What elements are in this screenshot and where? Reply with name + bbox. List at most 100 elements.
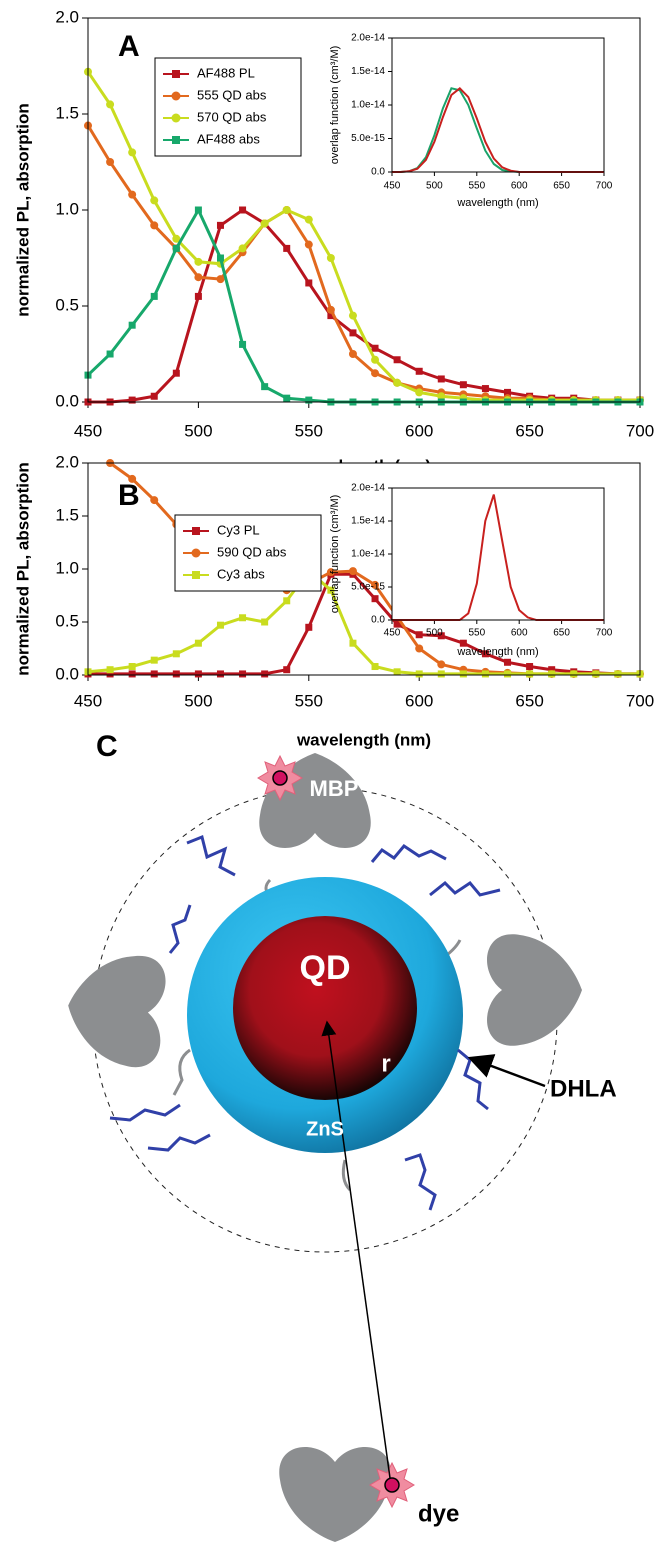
y-tick-label: 0.0 xyxy=(371,167,385,178)
qd-core xyxy=(233,916,417,1100)
legend-marker xyxy=(171,91,181,101)
point xyxy=(393,620,401,628)
point xyxy=(305,396,313,404)
point xyxy=(128,474,137,483)
point xyxy=(194,273,203,282)
mbp-label: MBP xyxy=(310,776,359,801)
point xyxy=(216,254,224,262)
y-axis-title: overlap function (cm³/M) xyxy=(329,46,341,165)
x-axis-title: wavelength (nm) xyxy=(456,197,538,209)
legend-label: 555 QD abs xyxy=(197,87,267,102)
point xyxy=(504,658,512,666)
point xyxy=(371,663,379,671)
x-tick-label: 450 xyxy=(384,181,401,192)
point xyxy=(238,244,247,253)
point xyxy=(260,219,269,228)
point xyxy=(216,621,224,629)
point xyxy=(283,394,291,402)
point xyxy=(194,639,202,647)
x-tick-label: 600 xyxy=(511,628,528,639)
point xyxy=(128,321,136,329)
x-tick-label: 500 xyxy=(426,181,443,192)
point xyxy=(415,631,423,639)
point xyxy=(150,292,158,300)
y-axis-title: normalized PL, absorption xyxy=(13,103,32,316)
point xyxy=(194,257,203,266)
point xyxy=(150,496,159,505)
point xyxy=(393,378,402,387)
panel-label: C xyxy=(96,730,118,763)
point xyxy=(371,355,380,364)
x-tick-label: 500 xyxy=(184,691,212,710)
x-tick-label: 650 xyxy=(553,181,570,192)
point xyxy=(437,632,445,640)
y-tick-label: 2.0e-14 xyxy=(351,483,385,494)
point xyxy=(239,206,247,214)
point xyxy=(283,666,291,674)
point xyxy=(437,660,446,669)
point xyxy=(128,190,137,199)
y-tick-label: 0.5 xyxy=(55,611,79,630)
point xyxy=(548,666,556,674)
x-tick-label: 700 xyxy=(596,628,613,639)
point xyxy=(106,158,115,166)
point xyxy=(415,644,424,653)
point xyxy=(194,206,202,214)
point xyxy=(106,100,115,109)
point xyxy=(459,639,467,647)
distance-arrow xyxy=(321,1020,391,1479)
legend-marker xyxy=(172,136,180,144)
dye-label: dye xyxy=(418,1500,459,1527)
legend-label: Cy3 PL xyxy=(217,522,260,537)
point xyxy=(327,586,335,594)
plot-frame xyxy=(391,37,605,173)
point xyxy=(150,196,159,205)
point xyxy=(128,663,136,671)
x-tick-label: 600 xyxy=(405,421,433,440)
x-tick-label: 450 xyxy=(384,628,401,639)
point xyxy=(614,670,622,678)
point xyxy=(150,656,158,664)
x-tick-label: 700 xyxy=(626,421,654,440)
point xyxy=(371,369,380,378)
x-tick-label: 600 xyxy=(405,691,433,710)
y-axis-title: overlap function (cm³/M) xyxy=(329,495,341,614)
point xyxy=(415,367,423,375)
x-tick-label: 650 xyxy=(515,421,543,440)
point xyxy=(194,670,202,678)
point xyxy=(128,670,136,678)
point xyxy=(150,670,158,678)
y-tick-label: 5.0e-15 xyxy=(351,133,385,144)
point xyxy=(305,279,313,287)
zns-label: ZnS xyxy=(306,1118,344,1140)
series-line xyxy=(87,568,640,676)
point xyxy=(371,344,379,352)
point xyxy=(326,568,335,577)
chart: 0.0 5.0e-15 1.0e-14 1.5e-14 2.0e-14 450 500 550… xyxy=(329,33,613,209)
y-axis-title: normalized PL, absorption xyxy=(13,462,32,675)
point xyxy=(261,670,269,678)
legend-marker xyxy=(172,70,180,78)
point xyxy=(437,670,445,678)
y-tick-label: 1.5 xyxy=(55,103,79,122)
point xyxy=(128,148,137,157)
point xyxy=(481,385,489,393)
point xyxy=(526,663,534,671)
dye-center xyxy=(272,770,288,786)
point xyxy=(504,670,512,678)
point xyxy=(349,639,357,647)
point xyxy=(459,381,467,389)
x-tick-label: 550 xyxy=(295,421,323,440)
point xyxy=(348,350,357,358)
x-tick-label: 500 xyxy=(426,628,443,639)
plot-area xyxy=(392,38,604,172)
plot-frame xyxy=(87,17,641,403)
y-tick-label: 1.5e-14 xyxy=(351,66,385,77)
y-tick-label: 2.0e-14 xyxy=(351,33,385,44)
point xyxy=(481,670,489,678)
x-tick-label: 450 xyxy=(74,691,102,710)
point xyxy=(128,396,136,404)
x-tick-label: 600 xyxy=(511,181,528,192)
point xyxy=(172,670,180,678)
